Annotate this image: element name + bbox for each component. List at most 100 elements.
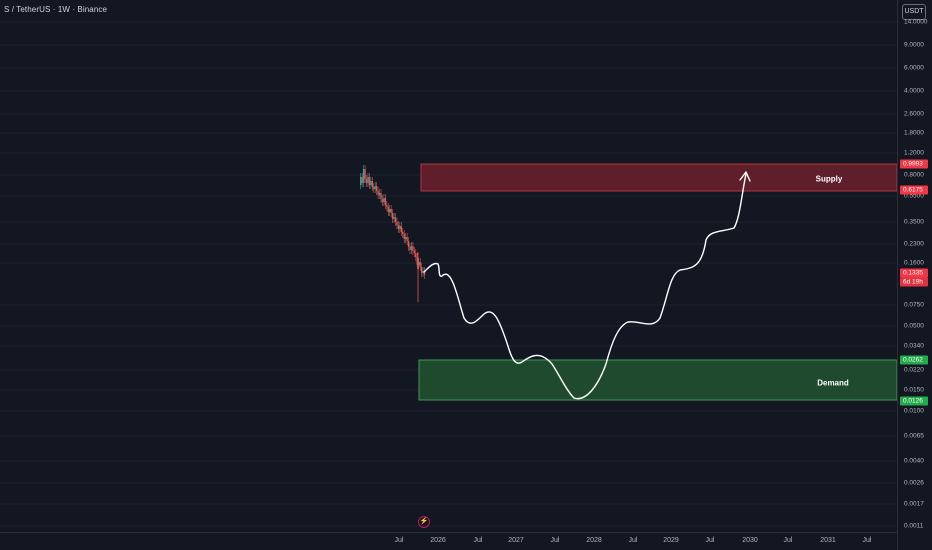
demand-zone[interactable] [418,359,898,401]
candle-body [361,177,363,183]
time-tick: Jul [550,537,560,544]
supply-bottom-badge: 0.6175 [900,185,928,195]
candle-body [378,193,381,195]
lightning-icon[interactable]: ⚡ [418,516,430,528]
candle-body [373,187,375,189]
grid-lines [0,21,897,527]
price-candles [360,165,426,302]
candle-body [381,199,384,202]
price-tick: 9.0000 [904,41,924,49]
candle-body [396,222,398,225]
candle-body [362,169,365,183]
price-tick: 1.8000 [904,129,924,137]
price-tick: 2.6000 [904,110,924,118]
price-tick: 0.0750 [904,301,924,309]
price-tick: 14.0000 [904,18,928,26]
candle-body [410,246,413,250]
candle-body [377,191,379,195]
time-tick: Jul [628,537,638,544]
price-tick: 0.2300 [904,240,924,248]
candle-body [393,217,395,219]
candle-body [386,205,388,207]
time-tick: 2031 [820,537,836,544]
candle-body [394,217,397,222]
candle-body [400,226,402,232]
projection-arrowhead [739,171,751,182]
time-tick: 2027 [508,537,524,544]
candle-body [419,262,421,267]
candle-body [375,186,378,191]
candle-body [409,247,411,250]
candle-body [403,234,405,239]
price-tick: 0.0220 [904,366,924,374]
time-tick: Jul [705,537,715,544]
supply-zone[interactable] [420,163,898,192]
countdown-badge: 6d 19h [900,277,928,287]
time-tick: Jul [394,537,404,544]
price-tick: 0.0011 [904,522,924,530]
candle-body [368,177,371,185]
time-tick: Jul [473,537,483,544]
candle-body [389,209,391,212]
candle-body [390,209,392,213]
price-tick: 0.0150 [904,386,924,394]
price-tick: 0.0040 [904,457,924,465]
time-tick: 2028 [586,537,602,544]
price-tick: 0.0017 [904,500,924,508]
candle-body [399,226,401,229]
price-tick: 0.0100 [904,407,924,415]
symbol-title[interactable]: S / TetherUS · 1W · Binance [4,5,108,14]
candle-body [402,232,404,234]
candle-body [384,198,387,205]
candle-body [365,179,368,183]
candle-body [371,181,373,187]
time-tick: Jul [783,537,793,544]
price-tick: 0.0065 [904,432,924,440]
candle-body [413,251,416,253]
price-tick: 0.8000 [904,171,924,179]
demand-top-badge: 0.0262 [900,355,928,365]
candle-body [380,193,382,199]
time-tick: 2029 [663,537,679,544]
candle-body [370,181,372,185]
candle-body [374,186,376,189]
price-tick: 6.0000 [904,64,924,72]
candle-body [415,253,417,257]
candle-body [367,177,369,183]
candle-body [407,241,410,247]
time-tick: 2026 [430,537,446,544]
demand-bottom-badge: 0.0126 [900,396,928,406]
candle-body [418,262,420,265]
candle-body [412,246,414,251]
candle-body [360,177,362,185]
currency-button[interactable]: USDT [902,4,926,20]
candle-body [364,169,366,179]
price-tick: 0.5500 [904,192,924,200]
demand-label: Demand [817,378,849,388]
price-tick: 1.2000 [904,149,924,157]
candle-body [416,257,418,265]
candle-body [420,267,423,273]
supply-top-badge: 0.9993 [900,159,928,169]
price-tick: 0.1600 [904,259,924,267]
supply-label: Supply [815,174,843,184]
price-tick: 4.0000 [904,87,924,95]
price-scale[interactable] [897,0,932,550]
candle-body [422,271,424,273]
price-tick: 0.3500 [904,218,924,226]
candle-body [406,237,408,241]
price-tick: 0.0340 [904,342,924,350]
time-tick: 2030 [742,537,758,544]
last-price-badge: 0.1335 [900,268,928,278]
candle-body [423,271,426,275]
time-tick: Jul [862,537,872,544]
price-tick: 0.0026 [904,479,924,487]
projection-path[interactable] [423,173,747,400]
candle-body [391,213,394,219]
candle-body [383,198,385,202]
candle-body [397,225,400,229]
candle-body [387,207,389,212]
time-scale[interactable] [0,532,897,550]
